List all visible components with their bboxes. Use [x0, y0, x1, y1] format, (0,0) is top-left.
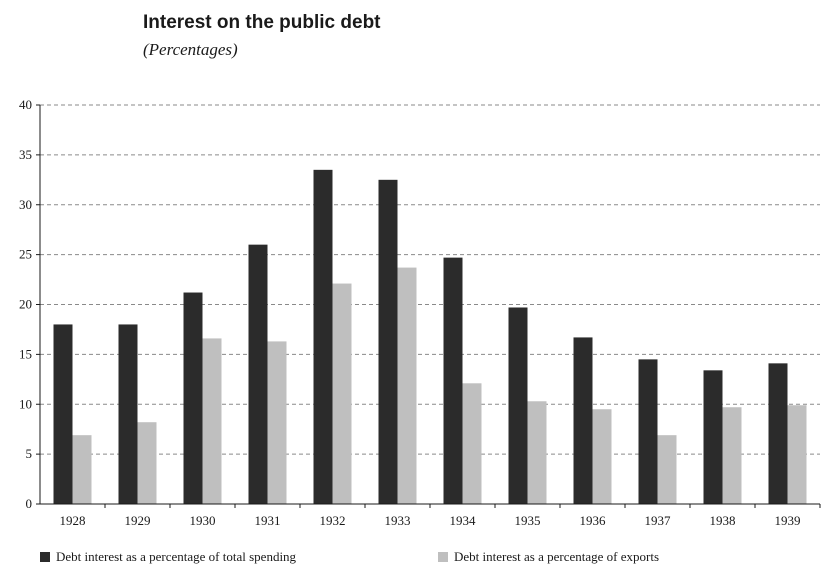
- x-tick-label: 1933: [385, 513, 411, 528]
- bar-total-spending: [443, 257, 463, 504]
- x-tick-label: 1937: [645, 513, 672, 528]
- bar-exports: [202, 338, 222, 504]
- bar-total-spending: [638, 359, 658, 504]
- x-tick-label: 1934: [450, 513, 477, 528]
- bar-total-spending: [248, 244, 268, 504]
- legend-label-exports: Debt interest as a percentage of exports: [454, 549, 660, 564]
- bar-exports: [137, 422, 157, 504]
- bar-exports: [787, 405, 807, 504]
- y-tick-label: 25: [19, 247, 32, 262]
- bar-total-spending: [118, 324, 138, 504]
- x-tick-label: 1936: [580, 513, 607, 528]
- chart-subtitle: (Percentages): [143, 40, 238, 59]
- bar-total-spending: [313, 169, 333, 504]
- bar-exports: [72, 435, 92, 504]
- bar-total-spending: [768, 363, 788, 504]
- bar-total-spending: [53, 324, 73, 504]
- legend-swatch-total-spending: [40, 552, 50, 562]
- legend-item-total-spending: Debt interest as a percentage of total s…: [40, 549, 296, 565]
- y-tick-label: 20: [19, 297, 32, 312]
- bar-total-spending: [508, 307, 528, 504]
- x-tick-label: 1928: [60, 513, 86, 528]
- y-tick-label: 30: [19, 197, 32, 212]
- y-tick-label: 5: [26, 446, 33, 461]
- y-tick-label: 10: [19, 396, 32, 411]
- bar-total-spending: [573, 337, 593, 504]
- x-tick-label: 1930: [190, 513, 216, 528]
- bar-exports: [722, 407, 742, 504]
- bar-exports: [397, 267, 417, 504]
- bar-exports: [657, 435, 677, 504]
- legend-swatch-exports: [438, 552, 448, 562]
- bar-exports: [267, 341, 287, 504]
- y-tick-label: 40: [19, 97, 32, 112]
- bar-exports: [592, 409, 612, 504]
- x-tick-label: 1932: [320, 513, 346, 528]
- bar-total-spending: [183, 292, 203, 504]
- x-tick-label: 1931: [255, 513, 281, 528]
- chart-legend: Debt interest as a percentage of total s…: [0, 549, 821, 564]
- bar-exports: [527, 401, 547, 504]
- y-tick-label: 15: [19, 346, 32, 361]
- y-tick-label: 35: [19, 147, 32, 162]
- legend-item-exports: Debt interest as a percentage of exports: [438, 549, 659, 565]
- bar-total-spending: [703, 370, 723, 504]
- bar-exports: [462, 383, 482, 504]
- x-tick-label: 1929: [125, 513, 151, 528]
- bar-exports: [332, 283, 352, 504]
- x-tick-label: 1939: [775, 513, 801, 528]
- legend-label-total-spending: Debt interest as a percentage of total s…: [56, 549, 297, 564]
- bar-chart: 0 5 10 15 20 25 30 35 40 1928 1929 1930 1931 1932 1933…: [19, 97, 821, 528]
- x-tick-label: 1938: [710, 513, 736, 528]
- y-tick-label: 0: [26, 496, 33, 511]
- x-tick-label: 1935: [515, 513, 541, 528]
- bar-total-spending: [378, 179, 398, 504]
- chart-title: Interest on the public debt: [143, 12, 381, 33]
